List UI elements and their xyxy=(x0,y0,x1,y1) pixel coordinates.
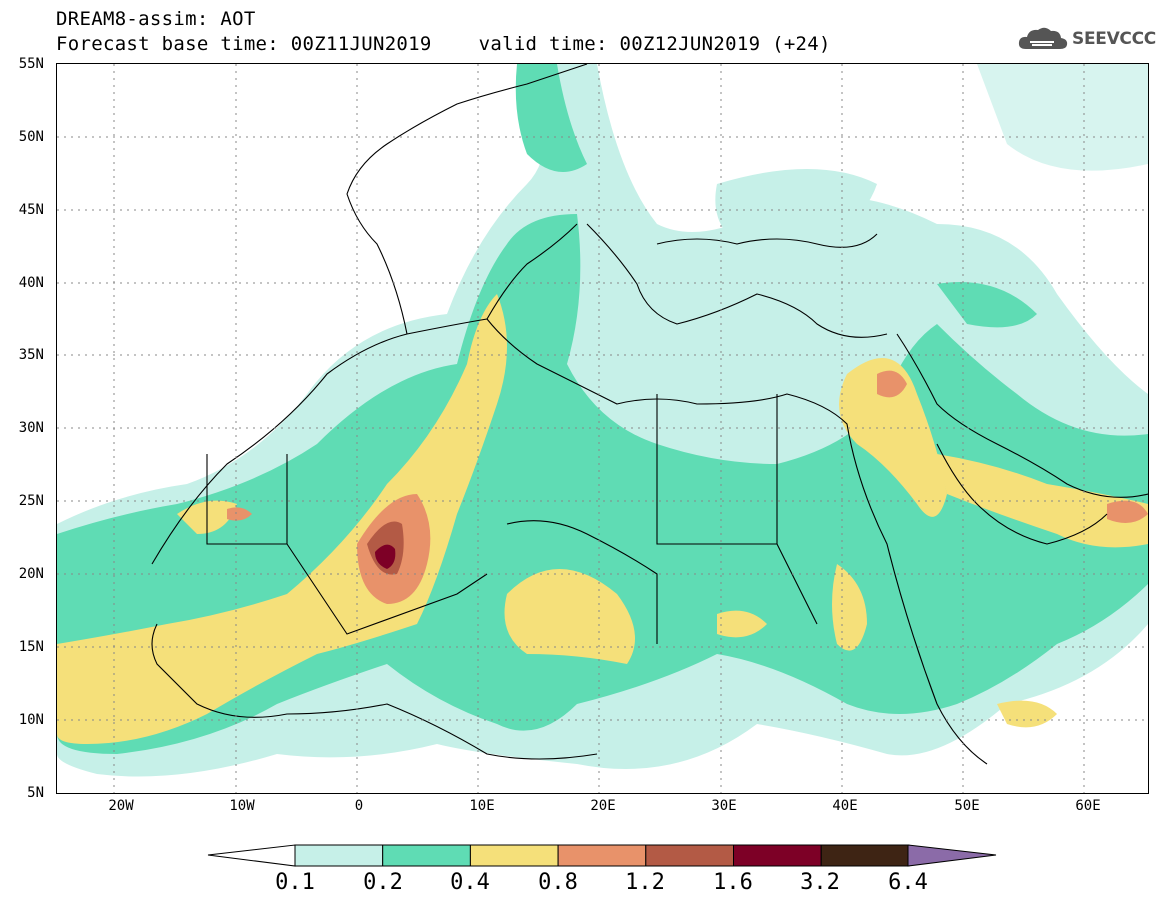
colorbar-swatch-0.1 xyxy=(294,844,384,867)
lat-label-40n: 40N xyxy=(18,275,44,291)
coastlines-borders xyxy=(151,64,1148,765)
lon-label-10w: 10W xyxy=(229,798,255,814)
colorbar-swatch-3.2 xyxy=(820,844,910,867)
lon-label-0: 0 xyxy=(354,798,364,814)
colorbar-swatch-0.4 xyxy=(469,844,559,867)
lon-label-60e: 60E xyxy=(1075,798,1101,814)
lat-label-55n: 55N xyxy=(18,56,44,72)
lat-label-20n: 20N xyxy=(18,566,44,582)
colorbar-swatch-1.6 xyxy=(733,844,822,867)
map-title: DREAM8-assim: AOT xyxy=(56,8,256,30)
colorbar-swatch-1.2 xyxy=(645,844,734,867)
forecast-time-info: Forecast base time: 00Z11JUN2019 valid t… xyxy=(56,33,831,55)
aot-field-0.8 xyxy=(227,370,1148,604)
colorbar-label-3.2: 3.2 xyxy=(800,870,840,895)
seevccc-logo: SEEVCCC xyxy=(1018,25,1156,53)
aot-field-1.6 xyxy=(375,544,396,569)
map-panel xyxy=(56,63,1149,794)
colorbar-swatches xyxy=(294,844,910,867)
lat-label-25n: 25N xyxy=(18,493,44,509)
colorbar-label-0.2: 0.2 xyxy=(363,870,403,895)
lon-label-40e: 40E xyxy=(832,798,858,814)
colorbar xyxy=(207,844,997,867)
colorbar-underflow xyxy=(207,844,296,867)
lat-label-15n: 15N xyxy=(18,639,44,655)
colorbar-label-6.4: 6.4 xyxy=(888,870,928,895)
colorbar-label-0.4: 0.4 xyxy=(450,870,490,895)
aot-map xyxy=(57,64,1148,793)
lon-label-10e: 10E xyxy=(469,798,495,814)
colorbar-swatch-0.2 xyxy=(382,844,471,867)
cloud-icon xyxy=(1018,27,1068,49)
lon-label-30e: 30E xyxy=(711,798,737,814)
lon-label-20w: 20W xyxy=(108,798,134,814)
colorbar-label-0.1: 0.1 xyxy=(275,870,315,895)
colorbar-label-1.2: 1.2 xyxy=(625,870,665,895)
lat-label-50n: 50N xyxy=(18,129,44,145)
graticule xyxy=(57,64,1148,793)
colorbar-label-1.6: 1.6 xyxy=(713,870,753,895)
colorbar-swatch-0.8 xyxy=(557,844,647,867)
lat-label-35n: 35N xyxy=(18,347,44,363)
lat-label-45n: 45N xyxy=(18,202,44,218)
lat-label-30n: 30N xyxy=(18,420,44,436)
lon-label-50e: 50E xyxy=(954,798,980,814)
lon-label-20e: 20E xyxy=(590,798,616,814)
logo-text: SEEVCCC xyxy=(1072,29,1156,49)
lat-label-10n: 10N xyxy=(18,712,44,728)
lat-label-5n: 5N xyxy=(27,785,44,801)
colorbar-label-0.8: 0.8 xyxy=(538,870,578,895)
colorbar-overflow xyxy=(907,844,997,867)
